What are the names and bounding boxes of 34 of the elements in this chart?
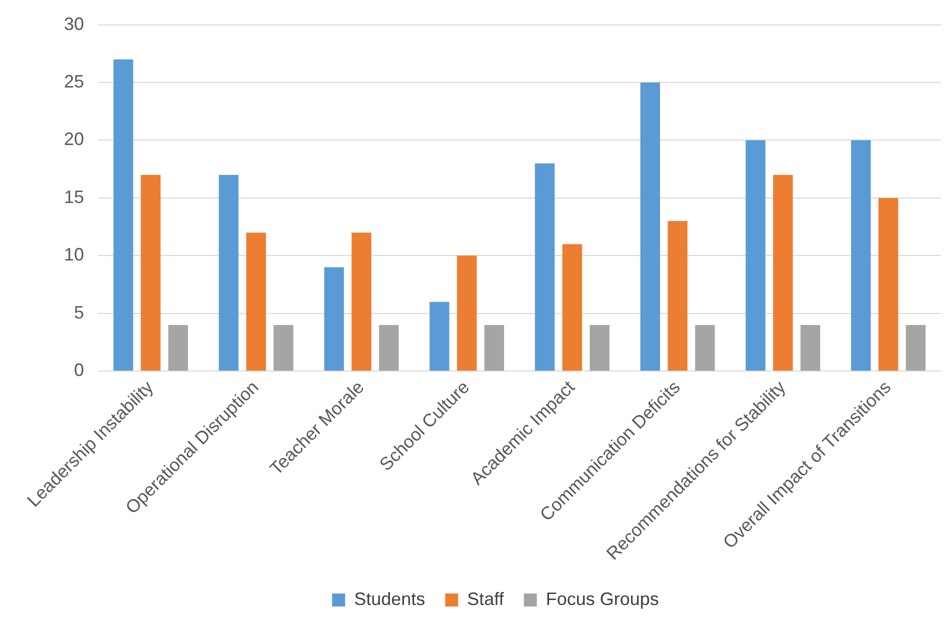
bar (746, 140, 766, 371)
bar (274, 324, 294, 371)
legend-label: Focus Groups (546, 588, 659, 609)
bar (246, 232, 266, 371)
y-tick-label: 0 (74, 360, 84, 380)
bar (484, 324, 504, 371)
bar (773, 174, 793, 371)
bar (906, 324, 926, 371)
bar (113, 59, 134, 371)
bar (218, 174, 239, 371)
legend-label: Students (354, 588, 426, 609)
bar (456, 256, 477, 371)
y-tick-label: 5 (74, 302, 84, 322)
y-tick-label: 10 (64, 244, 84, 265)
y-tick-label: 25 (64, 71, 84, 92)
bar (695, 324, 715, 371)
legend-label: Staff (467, 588, 505, 609)
bar (562, 244, 582, 371)
bar (534, 163, 555, 371)
bar (800, 324, 820, 371)
bar (640, 82, 660, 371)
bar (352, 232, 372, 371)
y-tick-label: 30 (64, 14, 84, 34)
bar (878, 198, 898, 371)
bar (851, 140, 871, 371)
bar (140, 174, 161, 371)
bar (378, 324, 399, 371)
bar (168, 324, 188, 371)
y-tick-label: 15 (64, 186, 84, 207)
bar (430, 302, 450, 371)
bar (324, 267, 344, 371)
bar (668, 221, 688, 371)
y-tick-label: 20 (64, 129, 84, 150)
bar (590, 324, 610, 371)
